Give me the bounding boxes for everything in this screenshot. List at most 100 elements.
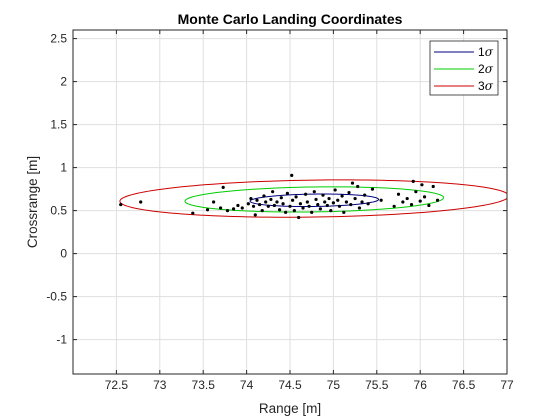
- landing-point: [119, 202, 123, 207]
- landing-point: [420, 183, 424, 187]
- landing-point: [139, 200, 143, 204]
- sigma-3-ellipse: [119, 179, 507, 218]
- landing-point: [269, 197, 273, 202]
- landing-point: [262, 194, 266, 198]
- landing-point: [327, 196, 331, 201]
- landing-point: [357, 206, 362, 210]
- y-tick-label: -0.5: [46, 290, 67, 304]
- y-tick-label: 0: [60, 247, 67, 261]
- landing-point: [316, 202, 320, 207]
- landing-point: [356, 184, 360, 189]
- landing-point: [329, 209, 333, 213]
- x-tick-label: 75.5: [365, 378, 389, 392]
- landing-point: [264, 200, 268, 204]
- landing-point: [333, 188, 337, 192]
- landing-point: [336, 198, 340, 202]
- landing-point: [349, 202, 353, 207]
- x-tick-label: 77: [500, 378, 514, 392]
- y-tick-label: 1.5: [50, 118, 67, 132]
- legend-entry-1-sigma: 1σ: [434, 45, 494, 59]
- x-tick-label: 73.5: [192, 378, 216, 392]
- landing-point: [277, 208, 282, 212]
- landing-point: [251, 204, 256, 208]
- landing-point: [431, 184, 435, 189]
- landing-point: [191, 211, 195, 215]
- y-tick-label: 0.5: [50, 204, 67, 218]
- legend-entry-2-sigma: 2σ: [434, 62, 494, 76]
- landing-point: [285, 191, 289, 195]
- landing-point: [360, 200, 364, 204]
- axis-ticks: [73, 30, 508, 374]
- x-tick-label: 76: [414, 378, 428, 392]
- landing-point: [310, 210, 314, 214]
- x-tick-labels: 72.5 73 73.5 74 74.5 75 75.5 76 76.5 77: [105, 378, 514, 392]
- x-tick-label: 74.5: [278, 378, 302, 392]
- landing-point: [331, 201, 335, 205]
- landing-point: [411, 179, 415, 183]
- sigma-2-ellipse: [184, 186, 445, 213]
- y-tick-label: 2: [60, 75, 67, 89]
- landing-point: [323, 200, 327, 204]
- landing-point: [212, 200, 216, 204]
- landing-point: [260, 209, 264, 213]
- landing-point: [435, 198, 440, 202]
- landing-point: [290, 173, 294, 177]
- landing-point: [379, 198, 383, 202]
- landing-point: [305, 200, 309, 204]
- landing-point: [291, 198, 295, 202]
- landing-point: [288, 204, 292, 208]
- landing-point: [340, 194, 344, 198]
- landing-point: [312, 190, 316, 194]
- landing-point: [321, 193, 325, 197]
- x-tick-label: 72.5: [105, 378, 129, 392]
- sigma-ellipses: [119, 179, 507, 218]
- landing-point: [304, 192, 308, 196]
- landing-point: [418, 199, 422, 203]
- landing-point: [225, 209, 230, 213]
- landing-point: [236, 203, 240, 208]
- landing-point: [342, 210, 346, 214]
- legend-label-2-sigma: 2σ: [478, 62, 494, 76]
- landing-point: [292, 209, 296, 213]
- x-axis-label: Range [m]: [259, 401, 321, 416]
- y-tick-label: -1: [56, 333, 67, 347]
- landing-point: [318, 207, 322, 211]
- landing-point: [363, 193, 367, 197]
- landing-point: [405, 196, 409, 201]
- x-tick-label: 76.5: [452, 378, 476, 392]
- landing-point: [396, 192, 401, 196]
- landing-point: [314, 197, 318, 202]
- x-tick-label: 74: [240, 378, 254, 392]
- y-axis-label: Crossrange [m]: [25, 156, 40, 248]
- sigma-1-ellipse: [249, 193, 380, 208]
- chart-title: Monte Carlo Landing Coordinates: [178, 11, 403, 27]
- landing-point: [347, 190, 351, 195]
- y-tick-labels: -1 -0.5 0 0.5 1 1.5 2 2.5: [46, 32, 67, 347]
- landing-point: [337, 204, 342, 208]
- landing-point: [221, 185, 225, 189]
- landing-point: [392, 204, 396, 208]
- landing-point: [258, 202, 262, 207]
- landing-point: [307, 204, 311, 208]
- landing-point: [281, 202, 285, 206]
- landing-point: [255, 198, 259, 202]
- landing-point: [325, 203, 329, 208]
- landing-point: [246, 202, 250, 206]
- landing-point: [271, 190, 275, 194]
- landing-points: [119, 173, 440, 220]
- landing-point: [301, 206, 305, 210]
- landing-point: [353, 196, 357, 201]
- y-tick-label: 1: [60, 161, 67, 175]
- landing-point: [266, 204, 270, 208]
- landing-point: [249, 196, 253, 201]
- landing-point: [427, 203, 431, 208]
- legend-label-3-sigma: 3σ: [478, 79, 494, 93]
- x-tick-label: 73: [153, 378, 167, 392]
- legend-label-1-sigma: 1σ: [478, 45, 494, 59]
- landing-point: [284, 210, 288, 214]
- landing-point: [298, 202, 303, 206]
- landing-point: [350, 181, 355, 185]
- landing-point: [231, 207, 236, 211]
- landing-point: [344, 200, 349, 204]
- landing-point: [401, 200, 405, 204]
